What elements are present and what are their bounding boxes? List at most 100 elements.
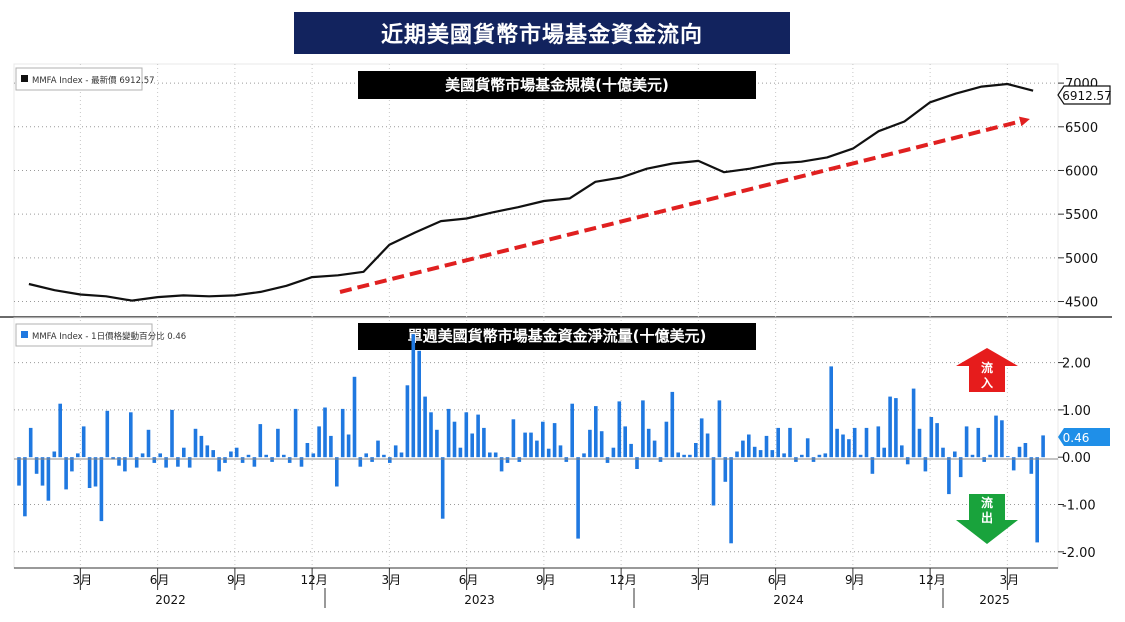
flow-bar — [23, 457, 27, 517]
flow-bar — [982, 457, 986, 462]
flow-bar — [923, 457, 928, 472]
flow-bar — [223, 457, 227, 463]
flow-bar — [93, 457, 98, 487]
flow-bar — [81, 426, 86, 458]
flow-bar — [17, 457, 21, 486]
flow-bar — [711, 457, 716, 506]
top-legend-swatch — [21, 75, 28, 82]
inflow-arrow-icon — [956, 348, 1018, 392]
flow-bar — [123, 457, 127, 472]
flow-bar — [858, 454, 863, 458]
bottom-y-tick-label: 2.00 — [1062, 357, 1091, 372]
bottom-legend-text: MMFA Index - 1日價格變動百分比 0.46 — [32, 331, 186, 342]
flow-bar — [517, 457, 522, 462]
flow-bar — [158, 453, 162, 458]
flow-bar — [994, 415, 998, 458]
flow-bar — [817, 454, 822, 458]
flow-bar — [694, 443, 698, 458]
flow-bar — [488, 452, 492, 458]
flow-bar — [546, 448, 551, 458]
flow-bar — [376, 440, 380, 458]
flow-bar — [187, 457, 192, 468]
flow-bar — [829, 366, 833, 458]
aum-line — [28, 82, 1034, 302]
x-month-label: 3月 — [73, 573, 93, 587]
flow-bar — [111, 457, 115, 460]
flow-bar — [882, 447, 886, 458]
flow-bar — [229, 451, 233, 458]
flow-bar — [941, 447, 945, 458]
flow-bar — [582, 453, 586, 458]
flow-bar — [764, 435, 769, 458]
flow-bar — [911, 388, 916, 458]
flow-bar — [776, 427, 780, 458]
flow-bar — [588, 429, 592, 458]
outflow-label-1: 流 — [981, 495, 993, 510]
flow-bar — [358, 457, 363, 467]
flow-bar — [629, 443, 633, 458]
flow-bar — [511, 419, 516, 458]
flow-bar — [788, 427, 792, 458]
flow-bar — [505, 457, 510, 463]
flow-bar — [541, 421, 545, 458]
flow-bar — [635, 457, 639, 469]
inflow-label-1: 流 — [981, 360, 993, 375]
flow-bar — [705, 433, 710, 458]
x-year-label: 2023 — [464, 593, 495, 607]
flow-bar — [440, 457, 445, 519]
flow-bar — [76, 453, 80, 458]
outflow-arrow-icon — [956, 494, 1018, 544]
flow-bar — [564, 457, 569, 462]
flow-bar — [970, 454, 975, 458]
top-y-tick-label: 5500 — [1065, 208, 1098, 223]
flow-bar — [246, 454, 251, 458]
flow-bar — [699, 418, 704, 458]
flow-bar — [305, 443, 310, 458]
bottom-legend-box — [15, 323, 153, 347]
flow-bar — [287, 457, 292, 463]
flow-bar — [276, 428, 280, 458]
x-month-label: 12月 — [300, 573, 327, 587]
flow-bar — [611, 447, 616, 458]
flow-bar — [570, 403, 574, 458]
flow-bar — [523, 432, 527, 458]
flow-bar — [140, 453, 145, 458]
flow-bar — [794, 457, 798, 462]
flow-bar — [864, 427, 869, 458]
page-title: 近期美國貨幣市場基金資金流向 — [294, 12, 790, 54]
flow-bar — [58, 403, 62, 458]
x-month-label: 12月 — [918, 573, 945, 587]
flow-bar — [152, 457, 157, 463]
flow-bar — [1035, 457, 1039, 543]
bottom-y-tick-label: -1.00 — [1062, 499, 1096, 514]
flow-bar — [164, 457, 168, 468]
flow-bar — [770, 450, 775, 458]
flow-bar — [382, 454, 386, 458]
flow-bar — [252, 457, 257, 467]
top-y-tick-label: 6500 — [1065, 121, 1098, 136]
bottom-legend-swatch — [21, 331, 28, 338]
flow-bar — [399, 452, 404, 458]
flow-bar — [888, 396, 892, 458]
flow-bar — [1023, 443, 1028, 458]
flow-bar — [87, 457, 92, 488]
flow-bar — [605, 457, 610, 463]
flow-bar — [535, 440, 539, 458]
bottom-y-tick-label: 0.00 — [1062, 451, 1091, 466]
bottom-panel-title: 單週美國貨幣市場基金資金淨流量(十億美元) — [408, 327, 707, 345]
flow-bar — [947, 457, 951, 495]
x-year-label: 2024 — [773, 593, 804, 607]
flow-bar — [335, 457, 339, 487]
flow-bar — [476, 414, 480, 458]
flow-bar — [146, 429, 151, 458]
flow-bar — [1041, 435, 1045, 458]
flow-bar — [435, 429, 439, 458]
flow-bar — [558, 445, 563, 458]
flow-bar — [458, 447, 463, 458]
flow-bar — [329, 435, 333, 458]
flow-bar — [405, 385, 410, 458]
flow-bar — [264, 454, 268, 458]
flow-bar — [894, 398, 898, 458]
flow-bar — [617, 401, 622, 458]
